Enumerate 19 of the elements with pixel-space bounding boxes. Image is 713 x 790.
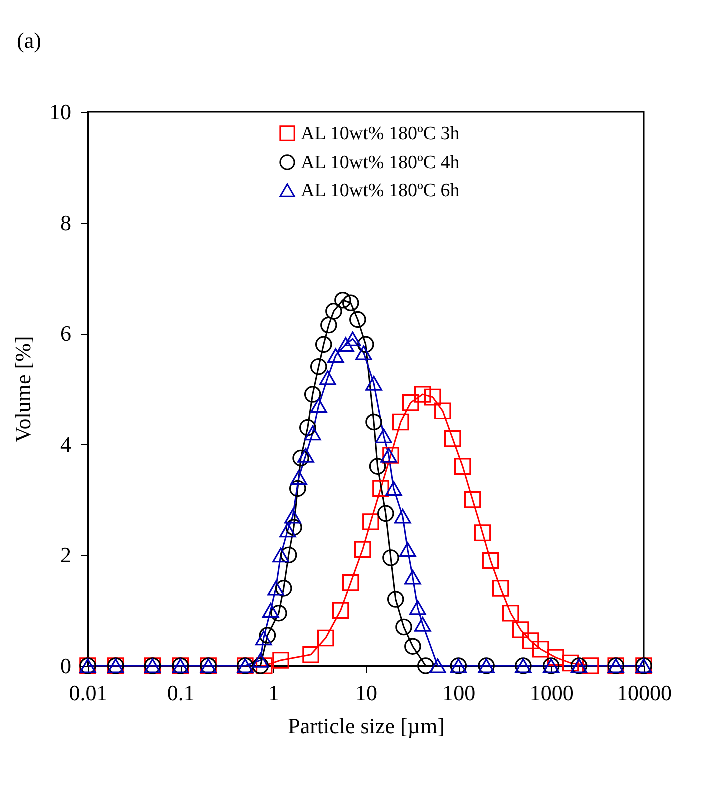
x-tick-label: 1 (268, 680, 280, 706)
x-tick-label: 0.1 (167, 680, 195, 706)
x-tick-label: 10 (356, 680, 378, 706)
legend-label: AL 10wt% 180ºC 4h (301, 152, 460, 174)
y-tick-label: 4 (60, 432, 72, 457)
y-tick-label: 0 (60, 654, 72, 678)
text: (a) (17, 28, 42, 53)
y-axis-title: Volume [%] (10, 336, 36, 443)
x-axis-title: Particle size [µm] (288, 714, 445, 738)
legend-label: AL 10wt% 180ºC 6h (301, 180, 460, 202)
x-tick-label: 10000 (617, 680, 672, 706)
y-tick-label: 10 (50, 100, 72, 124)
y-tick-label: 6 (60, 321, 72, 346)
y-tick-label: 8 (60, 210, 72, 236)
legend-label: AL 10wt% 180ºC 3h (301, 124, 460, 144)
x-tick-label: 0.01 (69, 680, 108, 706)
x-tick-label: 100 (442, 680, 476, 706)
x-tick-label: 1000 (530, 680, 574, 706)
y-tick-label: 2 (60, 542, 72, 568)
